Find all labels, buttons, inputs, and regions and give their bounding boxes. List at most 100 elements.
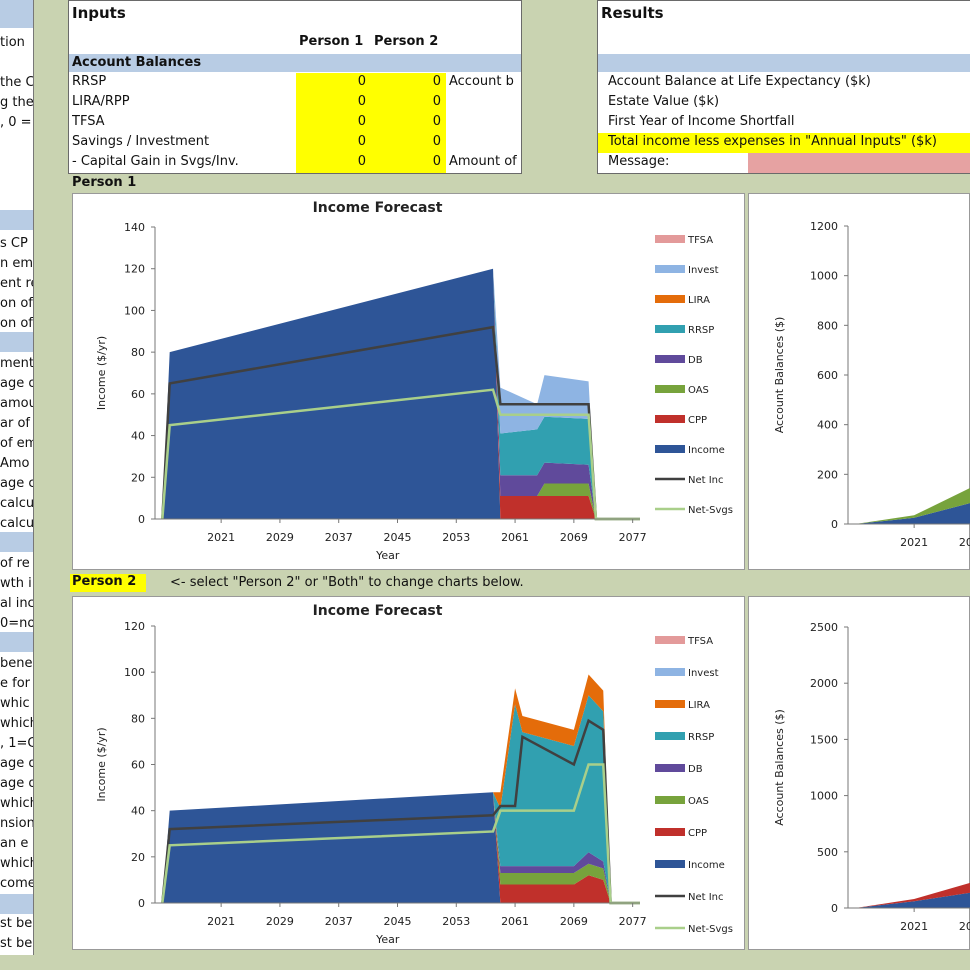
x-tick-label: 2021 (207, 531, 235, 544)
area (855, 503, 970, 524)
y-tick-label: 120 (124, 263, 145, 276)
y-tick-label: 2500 (810, 621, 838, 634)
left-cell-text: s CP (0, 236, 28, 251)
yellow-cells (296, 73, 446, 173)
left-cell-text: al inc (0, 596, 33, 611)
y-axis-label: Account Balances ($) (773, 709, 786, 826)
x-tick-label: 2029 (266, 531, 294, 544)
left-cell-text: ment (0, 356, 33, 371)
left-cell-text: , 0 = (0, 115, 32, 130)
legend-label: OAS (688, 385, 709, 396)
left-cell-text: which (0, 856, 33, 871)
y-axis-label: Income ($/yr) (95, 336, 108, 410)
y-tick-label: 2000 (810, 677, 838, 690)
cell-value: 0 (357, 94, 366, 109)
person-label: Person 1 (72, 175, 137, 190)
inputs-title: Inputs (72, 4, 126, 22)
x-tick-label: 2045 (384, 915, 412, 928)
left-cell-text: which (0, 716, 33, 731)
left-cell-text: on of (0, 316, 33, 331)
x-tick-label: 2061 (501, 531, 529, 544)
y-tick-label: 80 (131, 346, 145, 359)
legend-label: RRSP (688, 732, 714, 743)
section-band (69, 54, 521, 72)
legend-label: Net Inc (688, 475, 724, 486)
legend-label: DB (688, 355, 703, 366)
x-tick-label: 2029 (959, 920, 970, 933)
left-cell-text: ar of t (0, 416, 33, 431)
legend-label: LIRA (688, 295, 710, 306)
result-label: Account Balance at Life Expectancy ($k) (608, 74, 871, 89)
y-tick-label: 120 (124, 620, 145, 633)
area (162, 268, 640, 519)
legend-label: RRSP (688, 325, 714, 336)
left-cell-text: st be (0, 936, 33, 951)
area (162, 792, 640, 903)
y-tick-label: 500 (817, 846, 838, 859)
result-label: Total income less expenses in "Annual In… (608, 134, 937, 149)
area (162, 674, 640, 903)
left-column (0, 0, 34, 955)
x-tick-label: 2021 (900, 920, 928, 933)
left-cell-text: whic (0, 696, 30, 711)
legend-swatch (655, 796, 685, 804)
area (855, 882, 970, 908)
y-tick-label: 40 (131, 805, 145, 818)
legend-swatch (655, 700, 685, 708)
column-header: Person 2 (374, 34, 439, 49)
area (162, 268, 640, 519)
y-tick-label: 400 (817, 419, 838, 432)
cell-value: 0 (432, 154, 441, 169)
y-tick-label: 200 (817, 468, 838, 481)
legend-swatch (655, 732, 685, 740)
legend-swatch (655, 764, 685, 772)
person-label: Person 2 (70, 574, 146, 592)
result-label: Message: (608, 154, 670, 169)
legend-swatch (655, 445, 685, 453)
result-label: Estate Value ($k) (608, 94, 720, 109)
results-panel: Results Account Balance at Life Expectanc… (597, 0, 970, 174)
x-tick-label: 2061 (501, 915, 529, 928)
left-cell-text: , 1=C (0, 736, 33, 751)
left-cell-text: st be (0, 916, 33, 931)
chart-title: Income Forecast (313, 200, 443, 216)
legend-label: Net-Svgs (688, 505, 733, 516)
cell-value: 0 (357, 74, 366, 89)
results-title: Results (601, 4, 664, 22)
legend-swatch (655, 415, 685, 423)
cell-value: 0 (432, 134, 441, 149)
legend-label: Invest (688, 668, 719, 679)
left-cell-text: age o (0, 776, 33, 791)
y-tick-label: 100 (124, 304, 145, 317)
left-cell-text: of re (0, 556, 30, 571)
y-axis-label: Income ($/yr) (95, 727, 108, 801)
cell-value: 0 (432, 114, 441, 129)
cell-value: 0 (357, 154, 366, 169)
cell-value: 0 (357, 134, 366, 149)
legend-label: Income (688, 445, 725, 456)
highlight-cell (598, 133, 970, 153)
section-band (0, 210, 33, 230)
section-band (0, 532, 33, 552)
y-tick-label: 1200 (810, 220, 838, 233)
y-tick-label: 1000 (810, 270, 838, 283)
legend-label: CPP (688, 415, 707, 426)
legend-label: TFSA (687, 636, 713, 647)
y-tick-label: 60 (131, 388, 145, 401)
y-tick-label: 40 (131, 430, 145, 443)
legend-label: LIRA (688, 700, 710, 711)
x-axis-label: Year (375, 549, 400, 562)
area (162, 268, 640, 519)
left-cell-text: g the (0, 95, 33, 110)
row-label: - Capital Gain in Svgs/Inv. (72, 154, 239, 169)
left-cell-text: 0=no (0, 616, 33, 631)
y-tick-label: 1000 (810, 790, 838, 803)
section-band (0, 0, 33, 28)
chart: Income Forecast 0 20 40 60 80 100 120 2021 2029 20… (72, 596, 745, 950)
chart: 0 200 400 600 800 1000 1200 2021 2029 Account Bal… (748, 193, 970, 570)
row-note: Account b (449, 74, 514, 89)
x-tick-label: 2021 (207, 915, 235, 928)
row-note: Amount of (449, 154, 517, 169)
left-cell-text: come (0, 876, 33, 891)
y-tick-label: 0 (831, 902, 838, 915)
